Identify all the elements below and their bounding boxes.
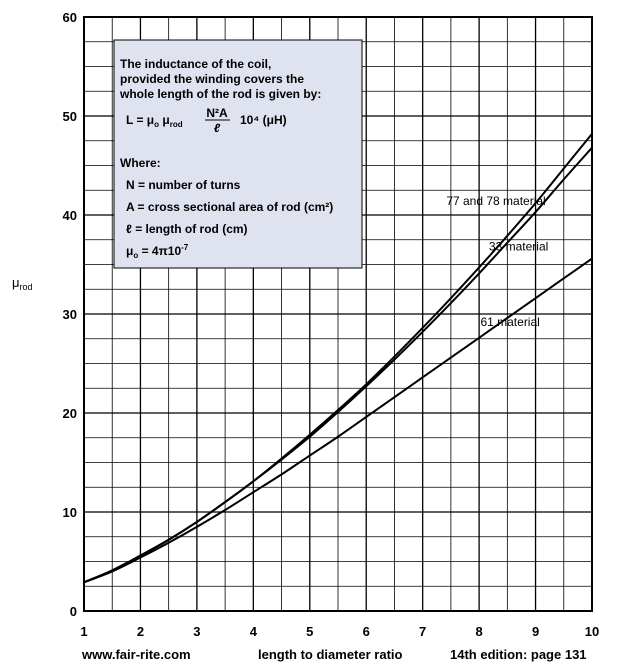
y-tick-label: 20 (63, 406, 77, 421)
definition-mu0-sub: o (133, 251, 138, 260)
y-tick-label: 0 (70, 604, 77, 619)
y-axis-label-sub: rod (20, 282, 33, 292)
y-axis-label: μrod (12, 275, 33, 292)
formula-numerator: N²A (206, 106, 228, 120)
footer-website: www.fair-rite.com (81, 647, 191, 662)
plot-border (83, 16, 593, 612)
x-tick-label: 10 (585, 624, 599, 639)
plot-frame (83, 16, 593, 612)
definition-mu0-rhs: = 4π10 (138, 244, 181, 258)
annotation-line2: provided the winding covers the (120, 72, 304, 86)
definition-mu0-lhs: μ (126, 244, 133, 258)
annotation-where: Where: (120, 156, 161, 170)
x-tick-labels: 1 2 3 4 5 6 7 8 9 10 (80, 624, 599, 639)
definition-mu0: μo = 4π10-7 (126, 243, 189, 260)
y-tick-label: 40 (63, 208, 77, 223)
annotation-line3: whole length of the rod is given by: (119, 87, 321, 101)
curve-label-2: 33 material (489, 240, 548, 254)
x-tick-label: 4 (250, 624, 258, 639)
annotation-box-cover (113, 39, 363, 269)
y-tick-label: 30 (63, 307, 77, 322)
definition-mu0-exp: -7 (181, 243, 189, 252)
x-tick-label: 1 (80, 624, 87, 639)
y-axis-label-main: μ (12, 275, 20, 290)
y-tick-label: 10 (63, 505, 77, 520)
formula-tail: 10⁴ (μH) (240, 113, 287, 127)
annotation-line1: The inductance of the coil, (120, 57, 271, 71)
y-tick-label: 50 (63, 109, 77, 124)
x-tick-label: 3 (193, 624, 200, 639)
curve-labels: 77 and 78 material 33 material 61 material (446, 194, 548, 329)
formula-mu-sub-rod: rod (170, 120, 183, 129)
y-tick-label: 60 (63, 10, 77, 25)
series-line-3 (83, 257, 593, 584)
formula-mu-sub-o: o (154, 120, 159, 129)
y-tick-labels: 0 10 20 30 40 50 60 (63, 10, 77, 619)
formula-mu2: μ (159, 113, 170, 127)
series-line-2 (83, 147, 593, 584)
footer-x-axis-title: length to diameter ratio (258, 647, 403, 662)
annotation-text: The inductance of the coil, provided the… (119, 57, 333, 260)
x-tick-label: 9 (532, 624, 539, 639)
formula-lhs: L = μo μrod (126, 113, 183, 129)
x-tick-label: 5 (306, 624, 313, 639)
formula-denominator: ℓ (214, 121, 221, 135)
curve-label-3: 61 material (480, 315, 539, 329)
x-tick-label: 2 (137, 624, 144, 639)
curves (83, 133, 593, 584)
definition-l: ℓ = length of rod (cm) (126, 222, 248, 236)
definition-n: N = number of turns (126, 178, 241, 192)
definition-a: A = cross sectional area of rod (cm²) (126, 200, 333, 214)
x-tick-label: 6 (363, 624, 370, 639)
footer-edition: 14th edition: page 131 (450, 647, 587, 662)
formula-lhs-text: L = μ (126, 113, 154, 127)
x-tick-label: 8 (475, 624, 482, 639)
x-tick-label: 7 (419, 624, 426, 639)
curve-label-1: 77 and 78 material (446, 194, 545, 208)
